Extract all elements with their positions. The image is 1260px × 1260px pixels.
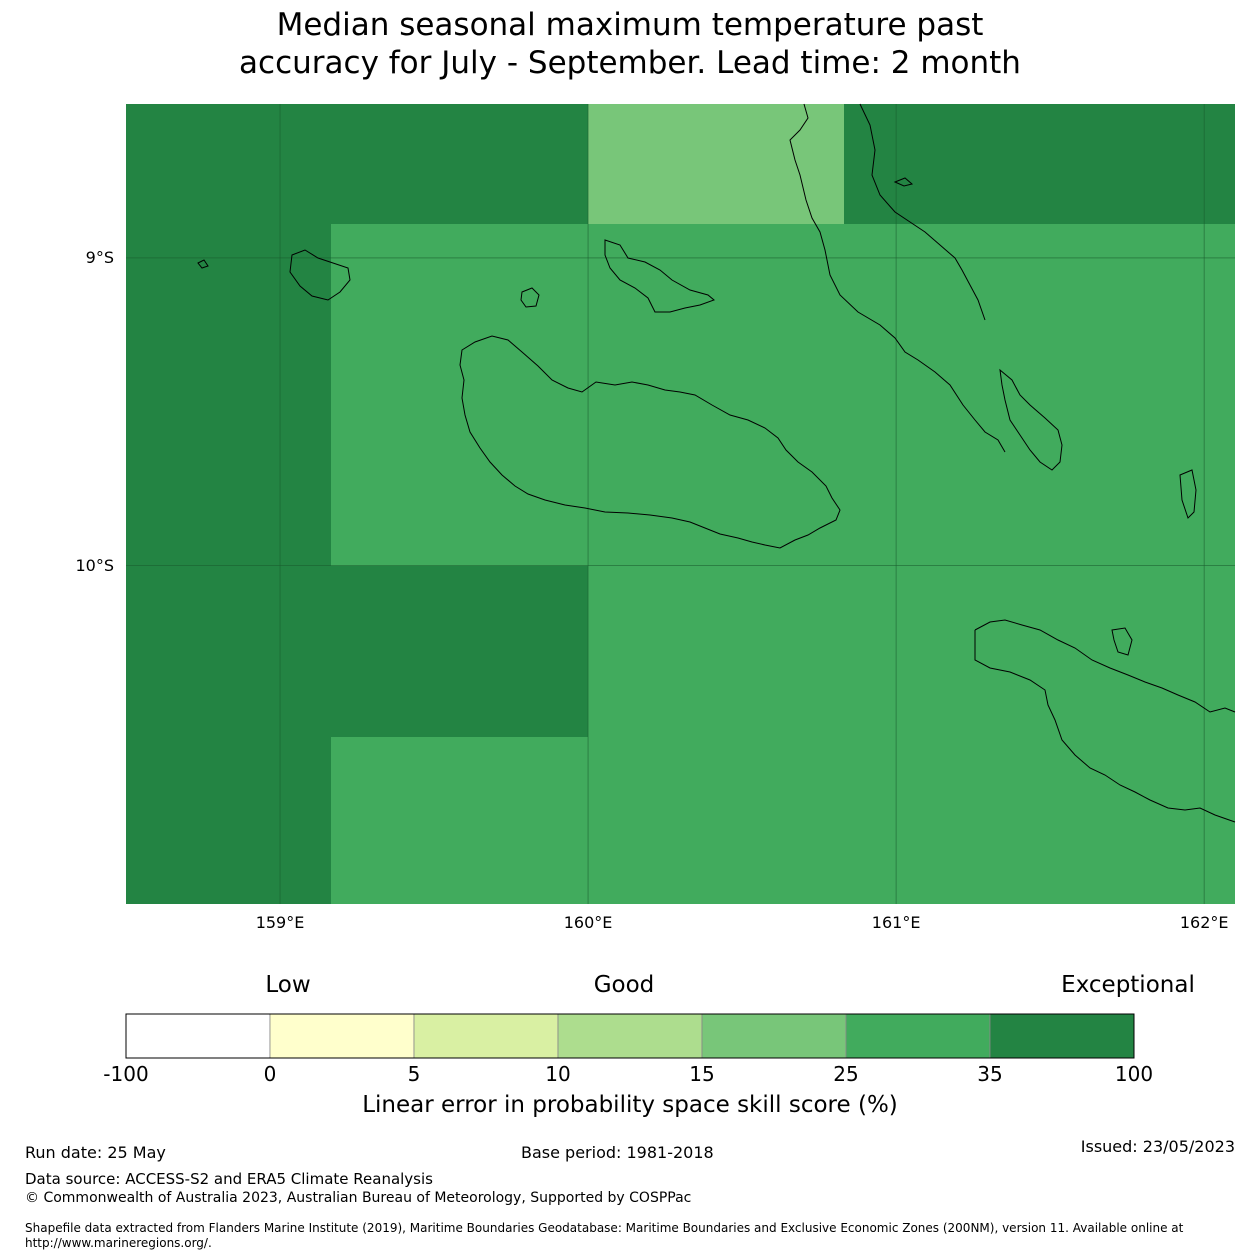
longitude-label: 160°E [563,913,613,932]
title-line-2: accuracy for July - September. Lead time… [239,45,1021,81]
islet-southeast-2 [1179,469,1197,519]
skill-cell [331,737,588,904]
colorbar-bin [269,1013,415,1059]
skill-cell [1101,566,1235,737]
coastline-florida-islands [604,239,715,313]
colorbar-tick-label: 35 [977,1062,1003,1086]
skill-cell [588,737,844,904]
longitude-label: 161°E [871,913,921,932]
islet-west [197,259,209,269]
skill-grid-cells [126,104,1235,904]
colorbar-tick-label: 10 [545,1062,571,1086]
skill-cell [126,104,331,224]
skill-cell [844,566,1101,737]
colorbar-tick-label: 25 [833,1062,859,1086]
copyright: © Commonwealth of Australia 2023, Austra… [25,1190,692,1206]
skill-cell [588,224,844,395]
colorbar-bin [845,1013,991,1059]
coastline-makira [974,619,1236,713]
shapefile-credit: Shapefile data extracted from Flanders M… [25,1221,1183,1251]
skill-category-label: Exceptional [1061,972,1195,998]
colorbar-bin [989,1013,1135,1059]
shapefile-credit-line-2: http://www.marineregions.org/. [25,1236,212,1250]
skill-cell [331,395,588,566]
skill-map [126,103,1236,904]
colorbar-title: Linear error in probability space skill … [362,1092,898,1118]
skill-cell [126,224,331,395]
skill-cell [844,737,1101,904]
coastline-guadalcanal [459,335,841,549]
map-title: Median seasonal maximum temperature past… [0,6,1260,82]
colorbar-bin [125,1013,271,1059]
skill-cell [844,104,1101,224]
colorbar-bin [701,1013,847,1059]
shapefile-credit-line-1: Shapefile data extracted from Flanders M… [25,1221,1184,1235]
skill-cell [844,395,1101,566]
islet-russell [289,249,351,301]
skill-cell [331,104,588,224]
islet-southeast-1 [1111,627,1133,656]
skill-category-label: Low [265,972,311,998]
longitude-label: 162°E [1179,913,1229,932]
colorbar-tick-label: -100 [103,1062,149,1086]
skill-cell [126,566,331,737]
coastline-isabel [999,368,1063,471]
skill-cell [588,566,844,737]
colorbar-outline [125,1013,1135,1059]
coastlines [197,103,1236,823]
coastline-northeast-2 [859,103,986,321]
run-date: Run date: 25 May [25,1143,166,1162]
issued-date: Issued: 23/05/2023 [1080,1137,1235,1156]
skill-cell [1101,104,1235,224]
colorbar-bin [557,1013,703,1059]
base-period: Base period: 1981-2018 [521,1143,714,1162]
skill-cell [588,395,844,566]
skill-cell [331,224,588,395]
title-line-1: Median seasonal maximum temperature past [276,7,984,43]
skill-cell [1101,737,1235,904]
skill-cell [126,395,331,566]
data-source: Data source: ACCESS-S2 and ERA5 Climate … [25,1170,433,1188]
skill-cell [331,566,588,737]
colorbar-tick-label: 5 [407,1062,421,1086]
islet-north-1 [893,177,914,187]
skill-cell [844,224,1101,395]
latitude-label: 10°S [75,555,114,575]
colorbar-tick-label: 0 [263,1062,277,1086]
skill-cell [588,104,844,224]
colorbar-tick-label: 15 [689,1062,715,1086]
skill-colorbar [125,1013,1135,1059]
coastline-northeast [789,103,1006,453]
skill-cell [1101,395,1235,566]
skill-category-label: Good [593,972,655,998]
latitude-label: 9°S [85,247,114,267]
coastline-makira-south [974,630,1236,823]
graticule [126,104,1235,904]
islet-savo [520,287,540,308]
longitude-label: 159°E [255,913,305,932]
colorbar-tick-label: 100 [1114,1062,1154,1086]
skill-cell [1101,224,1235,395]
colorbar-bin [413,1013,559,1059]
skill-cell [126,737,331,904]
